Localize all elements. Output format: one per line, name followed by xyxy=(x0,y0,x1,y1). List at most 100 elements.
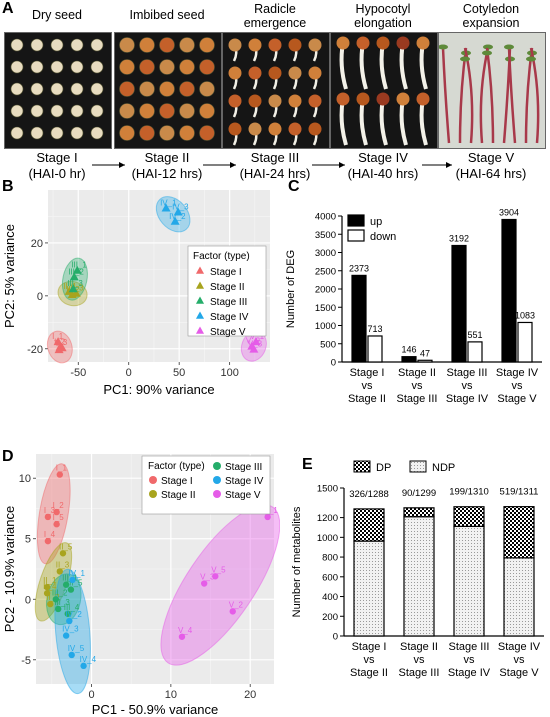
point-label: V_4 xyxy=(178,626,193,635)
legend-label: Stage III xyxy=(225,462,262,473)
category-label: vs xyxy=(514,654,526,666)
seed xyxy=(30,38,44,52)
legend-label: Stage II xyxy=(210,282,244,293)
seed xyxy=(50,82,64,96)
y-tick-label: 1200 xyxy=(317,513,338,524)
data-label: 1083 xyxy=(515,310,535,320)
stage-time: (HAI-0 hr) xyxy=(28,166,86,181)
stage-arrows xyxy=(92,162,452,168)
stage-caption: Stage V (HAI-64 hrs) xyxy=(432,150,550,182)
seed xyxy=(308,38,322,52)
y-tick-label: 1000 xyxy=(317,533,338,544)
data-label: 199/1310 xyxy=(449,487,489,498)
x-tick-label: 0 xyxy=(88,689,94,701)
category-label: Stage III xyxy=(399,667,440,679)
stage-time: (HAI-24 hrs) xyxy=(239,166,311,181)
point-label: I_2 xyxy=(53,501,65,510)
data-point xyxy=(56,471,63,478)
data-point xyxy=(67,586,75,593)
cotyledon xyxy=(482,50,492,56)
data-point xyxy=(62,581,70,588)
point-label: I_2 xyxy=(54,337,66,346)
bar-segment xyxy=(403,507,435,518)
bar xyxy=(367,335,383,363)
category-label: Stage IV xyxy=(496,367,539,379)
category-label: Stage V xyxy=(497,393,537,405)
data-point xyxy=(200,580,208,587)
point-label: I_3 xyxy=(56,338,68,347)
point-label: V_2 xyxy=(229,600,244,609)
cotyledon xyxy=(460,56,470,62)
stage-caption: Stage IV (HAI-40 hrs) xyxy=(324,150,442,182)
arrow-head xyxy=(446,162,452,168)
bar xyxy=(401,356,417,363)
y-tick-label: 500 xyxy=(320,339,336,350)
category-label: Stage IV xyxy=(448,667,491,679)
seedling-drawing xyxy=(439,33,545,148)
y-tick-label: 1500 xyxy=(317,484,338,495)
data-point xyxy=(69,272,79,281)
hypocotyl xyxy=(379,98,388,146)
data-point xyxy=(62,632,70,639)
seed xyxy=(268,66,282,80)
point-label: IV_2 xyxy=(169,212,186,221)
metabolite-bar-chart-e: 0 200 400 600 800 1000 1200 1500 Number of metab… xyxy=(291,460,544,679)
y-tick-label: 4000 xyxy=(315,212,336,223)
seed xyxy=(288,38,302,52)
legend-label: Stage V xyxy=(225,490,261,501)
point-label: V_2 xyxy=(246,337,261,346)
category-label: Stage II xyxy=(400,641,438,653)
stem xyxy=(507,47,517,144)
seed xyxy=(248,38,262,52)
data-point xyxy=(71,288,81,297)
seed xyxy=(119,103,135,119)
stage-caption: Stage III (HAI-24 hrs) xyxy=(216,150,334,182)
seed xyxy=(30,104,44,118)
seed xyxy=(90,82,104,96)
seed xyxy=(179,81,195,97)
legend-marker xyxy=(149,490,157,498)
bar xyxy=(501,218,517,363)
data-label: 713 xyxy=(367,324,382,334)
panel-b-label: B xyxy=(2,178,14,195)
y-tick-label: 200 xyxy=(322,612,338,623)
y-axis-title: PC2 - 10.9% variance xyxy=(2,506,17,632)
panel-a-label: A xyxy=(2,0,14,17)
seed xyxy=(288,66,302,80)
seedling-photo xyxy=(330,32,438,149)
category-label: Stage V xyxy=(499,667,539,679)
y-tick-label: 5 xyxy=(25,534,31,546)
pca-chart-b: -50050100-20020I_1I_2I_3II_1II_2II_3III_… xyxy=(2,190,270,397)
data-point xyxy=(68,284,78,293)
panel-c-label: C xyxy=(288,178,300,195)
legend-label: NDP xyxy=(432,462,455,474)
point-label: V_5 xyxy=(211,565,226,574)
seed xyxy=(70,104,84,118)
seedling-photo xyxy=(438,32,546,149)
legend-marker xyxy=(213,476,221,484)
seed xyxy=(228,122,242,136)
seed xyxy=(228,66,242,80)
data-label: 90/1299 xyxy=(402,488,436,499)
seed xyxy=(356,36,370,50)
y-tick-label: 20 xyxy=(31,238,43,250)
seed xyxy=(308,122,322,136)
y-tick-label: 800 xyxy=(322,553,338,564)
seed xyxy=(50,104,64,118)
point-label: I_4 xyxy=(44,530,56,539)
point-label: IV_5 xyxy=(68,644,85,653)
seed xyxy=(179,59,195,75)
data-point xyxy=(68,651,75,659)
data-point xyxy=(64,610,71,617)
data-point xyxy=(170,216,180,225)
category-label: Stage III xyxy=(447,367,488,379)
legend-box xyxy=(141,455,271,515)
seed xyxy=(416,36,430,50)
data-label: 551 xyxy=(467,330,482,340)
category-label: vs xyxy=(462,380,474,392)
legend-label: Stage II xyxy=(161,490,195,501)
legend-marker xyxy=(195,296,205,304)
point-label: IV_4 xyxy=(80,655,97,664)
category-label: Stage III xyxy=(397,393,438,405)
point-label: I_3 xyxy=(44,506,56,515)
